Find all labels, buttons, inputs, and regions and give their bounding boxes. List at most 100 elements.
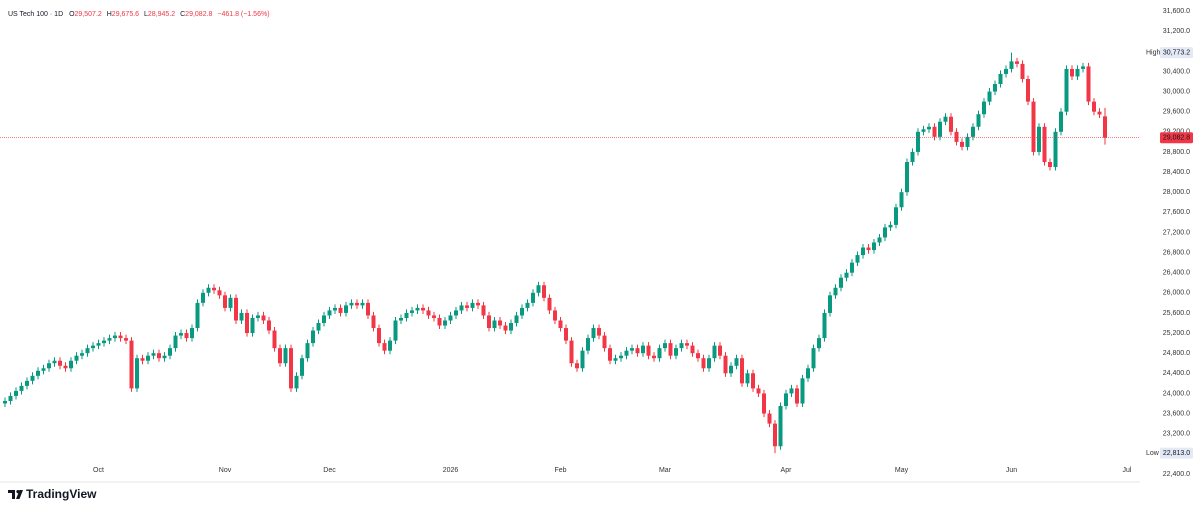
candle-body xyxy=(1064,68,1069,112)
symbol: US Tech 100 · 1D xyxy=(8,11,63,18)
candle-body xyxy=(850,262,854,273)
candle-body xyxy=(828,295,832,313)
candle-body xyxy=(696,353,700,359)
candle-body xyxy=(102,340,106,344)
candle-body xyxy=(602,335,607,349)
candle-body xyxy=(448,315,453,321)
candle-body xyxy=(184,333,189,339)
candle-body xyxy=(443,320,447,326)
candle-body xyxy=(212,287,216,291)
candle-body xyxy=(542,285,546,298)
candle-body xyxy=(195,302,200,329)
y-tick-label: 31,200.0 xyxy=(1163,28,1190,35)
candle-body xyxy=(740,358,744,384)
candle-body xyxy=(223,295,227,308)
candle-body xyxy=(80,353,84,356)
candle-body xyxy=(91,345,95,349)
candle-body xyxy=(1031,101,1036,152)
legend-value: 28,945.2 xyxy=(148,11,175,18)
candle-body xyxy=(1103,116,1107,138)
candle-body xyxy=(305,343,310,359)
candle-body xyxy=(905,162,909,193)
candle-body xyxy=(107,338,112,341)
candle-body xyxy=(993,84,997,92)
last-price-box xyxy=(1160,132,1193,144)
candle-body xyxy=(943,116,948,122)
candle-body xyxy=(751,373,755,389)
candle-body xyxy=(316,322,321,331)
candle-body xyxy=(1092,101,1096,112)
candle-body xyxy=(217,290,222,296)
candle-body xyxy=(646,345,651,356)
candle-body xyxy=(124,338,128,341)
candle-body xyxy=(861,247,865,256)
candle-body xyxy=(404,312,409,318)
candle-body xyxy=(773,423,777,447)
candle-body xyxy=(982,101,986,115)
legend-change: −461.8 (−1.56%) xyxy=(217,11,269,18)
candle-body xyxy=(371,315,376,329)
candle-body xyxy=(817,338,821,349)
candle-body xyxy=(52,360,57,364)
candle-body xyxy=(795,388,799,404)
candle-body xyxy=(712,345,717,359)
legend-value: 29,082.8 xyxy=(185,11,212,18)
candle-body xyxy=(410,310,414,313)
candle-body xyxy=(69,360,73,369)
candle-body xyxy=(85,348,90,354)
candle-body xyxy=(421,307,425,311)
candle-body xyxy=(762,393,766,414)
candle-body xyxy=(1004,68,1008,74)
y-tick-label: 26,400.0 xyxy=(1163,270,1190,277)
candle-body xyxy=(932,126,937,137)
candle-body xyxy=(894,207,898,225)
candle-body xyxy=(1075,68,1080,77)
candle-body xyxy=(1070,68,1074,77)
y-tick-label: 26,800.0 xyxy=(1163,249,1190,256)
candle-body xyxy=(157,353,161,359)
candle-body xyxy=(1053,131,1058,168)
candle-body xyxy=(784,393,788,407)
y-tick-label: 24,000.0 xyxy=(1163,390,1190,397)
candle-body xyxy=(558,320,563,329)
candle-body xyxy=(509,322,513,331)
candle-body xyxy=(789,388,794,394)
candle-body xyxy=(998,73,1003,85)
candle-body xyxy=(173,335,178,349)
candle-body xyxy=(25,380,29,386)
y-tick-label: 30,400.0 xyxy=(1163,68,1190,75)
candle-body xyxy=(514,315,519,323)
candle-body xyxy=(206,287,211,293)
y-tick-label: 28,400.0 xyxy=(1163,169,1190,176)
candle-body xyxy=(877,237,882,243)
candle-body xyxy=(855,255,860,263)
candle-body xyxy=(96,343,101,346)
candle-body xyxy=(377,328,381,344)
candle-body xyxy=(300,358,304,376)
candle-body xyxy=(201,292,205,303)
legend-label: O xyxy=(69,11,75,18)
candle-body xyxy=(283,348,288,364)
candle-body xyxy=(333,307,337,311)
candle-body xyxy=(949,116,953,132)
candle-body xyxy=(135,358,139,389)
y-tick-label: 28,800.0 xyxy=(1163,149,1190,156)
x-tick-label: Jun xyxy=(1006,467,1017,474)
candle-body xyxy=(294,375,299,389)
candle-body xyxy=(547,297,552,311)
candle-body xyxy=(520,307,524,316)
candle-body xyxy=(910,151,915,163)
candle-body xyxy=(454,310,458,316)
candle-body xyxy=(311,330,315,344)
candle-body xyxy=(47,363,51,369)
candle-body xyxy=(58,360,62,366)
candle-body xyxy=(619,355,623,359)
candle-body xyxy=(476,302,480,306)
candle-body xyxy=(503,325,508,331)
candle-body xyxy=(278,348,282,364)
candle-body xyxy=(723,355,728,374)
candle-body xyxy=(250,317,255,334)
candle-body xyxy=(531,292,535,303)
y-tick-label: 25,600.0 xyxy=(1163,310,1190,317)
y-tick-label: 22,400.0 xyxy=(1163,471,1190,478)
